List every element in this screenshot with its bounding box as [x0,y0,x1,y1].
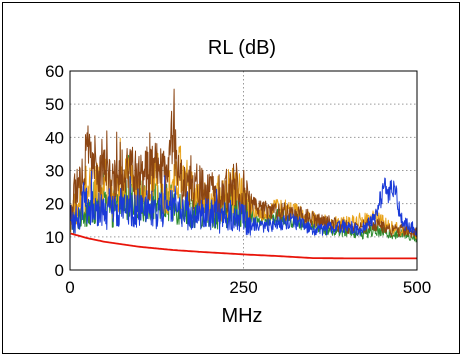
y-tick-label: 0 [55,261,64,280]
series-line-4 [70,170,418,236]
y-tick-label: 50 [45,95,64,114]
x-tick-labels: 0 250 500 [65,278,431,297]
x-axis-label: MHz [221,305,262,327]
plot-border [69,70,418,271]
x-tick-label: 250 [229,278,257,297]
x-tick-label: 500 [403,278,431,297]
series-layer [70,88,418,260]
y-tick-label: 10 [45,228,64,247]
x-tick-label: 0 [65,278,74,297]
y-tick-label: 20 [45,195,64,214]
y-tick-label: 60 [45,62,64,81]
chart-title: RL (dB) [208,37,276,59]
limit-line [70,232,417,260]
y-tick-labels: 0 10 20 30 40 50 60 [45,62,64,280]
y-tick-label: 30 [45,162,64,181]
y-tick-label: 40 [45,128,64,147]
